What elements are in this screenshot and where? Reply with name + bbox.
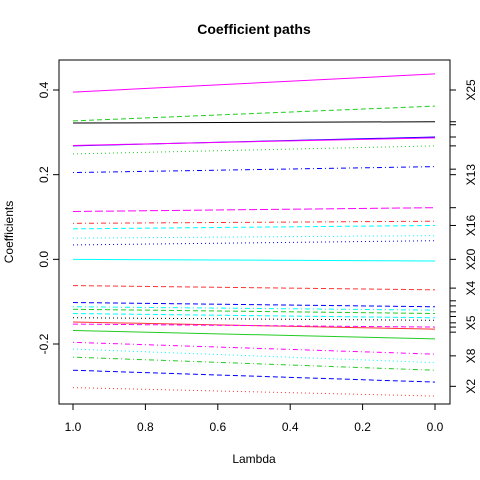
series-line-13 xyxy=(72,258,436,262)
series-line-1 xyxy=(72,73,436,93)
y-tick-label-3: 0.2 xyxy=(37,166,51,183)
axis-layer: 1.0 0.8 0.6 0.4 0.2 0.0 -0.2 0.0 0.2 0.4 X25 X13 X16… xyxy=(37,79,478,434)
series-layer xyxy=(72,73,436,397)
x-tick-label-6: 0.0 xyxy=(427,420,444,434)
x-tick-label-1: 1.0 xyxy=(65,420,82,434)
series-line-19 xyxy=(72,317,436,321)
x-axis-label: Lambda xyxy=(232,452,276,466)
right-label-x5: X5 xyxy=(464,315,478,330)
series-line-10 xyxy=(72,224,436,230)
series-line-9 xyxy=(72,220,436,224)
right-label-x2: X2 xyxy=(464,379,478,394)
series-line-26 xyxy=(72,369,436,383)
series-line-6 xyxy=(72,145,436,155)
right-label-x8: X8 xyxy=(464,348,478,363)
series-line-12 xyxy=(72,240,436,246)
x-tick-label-4: 0.4 xyxy=(282,420,299,434)
series-line-2 xyxy=(72,105,436,122)
right-label-x20: X20 xyxy=(464,248,478,270)
series-line-15 xyxy=(72,302,436,308)
y-tick-label-4: 0.4 xyxy=(37,81,51,98)
series-line-16 xyxy=(72,306,436,311)
series-line-25 xyxy=(72,356,436,371)
plot-frame xyxy=(58,59,451,405)
series-line-20 xyxy=(72,321,436,330)
series-line-22 xyxy=(72,329,436,340)
series-line-8 xyxy=(72,207,436,212)
series-line-27 xyxy=(72,387,436,397)
series-line-7 xyxy=(72,166,436,174)
series-line-18 xyxy=(72,313,436,319)
right-label-x13: X13 xyxy=(464,164,478,186)
right-label-x16: X16 xyxy=(464,214,478,236)
series-line-3 xyxy=(72,121,436,124)
series-line-11 xyxy=(72,235,436,239)
y-tick-label-1: -0.2 xyxy=(37,333,51,354)
series-line-24 xyxy=(72,348,436,364)
y-axis-label: Coefficients xyxy=(2,201,16,263)
series-line-21 xyxy=(72,323,436,328)
x-tick-label-5: 0.2 xyxy=(354,420,371,434)
x-tick-label-3: 0.6 xyxy=(209,420,226,434)
right-label-x25: X25 xyxy=(464,79,478,101)
x-tick-label-2: 0.8 xyxy=(137,420,154,434)
series-line-14 xyxy=(72,285,436,291)
chart-title: Coefficient paths xyxy=(197,21,311,37)
series-line-17 xyxy=(72,308,436,315)
right-label-x4: X4 xyxy=(464,280,478,295)
series-line-5 xyxy=(72,137,436,146)
y-tick-label-2: 0.0 xyxy=(37,251,51,268)
series-line-23 xyxy=(72,341,436,355)
